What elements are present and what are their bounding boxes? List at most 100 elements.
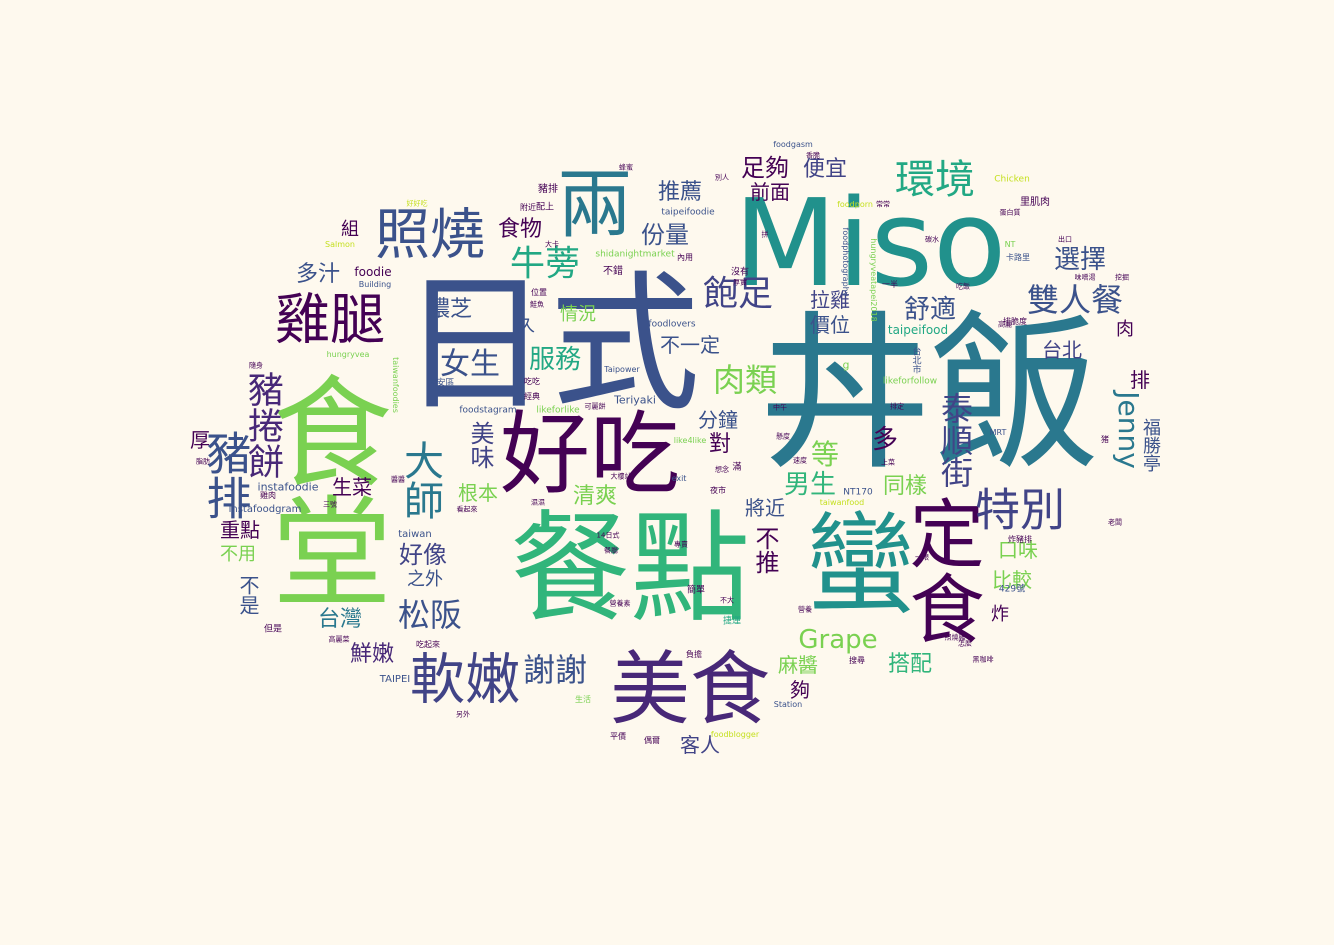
cloud-word: 服務 [528,345,582,375]
cloud-word: taiwan [398,529,432,540]
cloud-word: foodie [354,265,392,279]
cloud-word: 美食 [610,643,770,736]
cloud-word: 飽足 [702,274,774,315]
cloud-word: 美味 [466,421,494,469]
cloud-word: Taipower [604,365,640,374]
cloud-word: 比較 [992,568,1032,592]
cloud-word: 卡路里 [1006,253,1030,262]
cloud-word: 口味 [998,538,1038,562]
cloud-word: 不用 [220,544,256,565]
cloud-word: 將近 [745,496,785,520]
cloud-word: 平價 [610,732,626,741]
cloud-word: Grape [798,625,878,655]
cloud-word: 餐點 [510,500,750,639]
cloud-word: 台灣 [317,607,363,632]
cloud-word: likeforfollow [882,376,938,387]
cloud-word: 生菜 [332,475,372,499]
cloud-word: 別人 [715,173,729,182]
cloud-word: 足夠 [741,154,789,182]
cloud-word: Jenny [1112,391,1145,469]
cloud-word: 但是 [263,624,283,635]
cloud-word: 麻醬 [778,653,818,677]
cloud-word: 食堂 [251,370,390,610]
cloud-word: 雞腿 [274,287,386,352]
cloud-word: 肉 [1116,319,1134,340]
cloud-word: 位置 [531,288,547,297]
cloud-word: 牛蒡 [509,244,581,285]
cloud-word: 猪 [1101,435,1109,444]
cloud-word: 附近 [520,203,536,212]
cloud-word: 沒有 [730,267,750,278]
cloud-word: 蛋白質 [999,208,1021,217]
cloud-word: Building [358,280,392,289]
cloud-word: 推薦 [657,180,703,205]
cloud-word: 好好吃 [406,199,428,208]
cloud-word: likeforlike [536,405,580,416]
cloud-word: shidanightmarket [595,249,675,260]
cloud-word: g [842,358,850,372]
cloud-word: 出口 [1058,235,1072,244]
cloud-word: 排定 [890,402,904,411]
cloud-word: 醬醬 [391,475,405,484]
cloud-word: 吃起來 [416,640,440,649]
cloud-word: 大師 [397,440,443,520]
cloud-word: 多 [871,425,899,455]
cloud-word: 肉類 [712,361,778,399]
cloud-word: 14日式 [596,531,620,540]
cloud-word: 軟嫩 [409,647,521,712]
cloud-word: MRT [989,428,1007,437]
cloud-word: NT170 [843,487,873,498]
cloud-word: 搭配 [887,652,933,677]
cloud-word: 排脆度 [1003,317,1027,326]
cloud-word: 份量 [641,221,689,249]
cloud-word: 不大 [720,596,734,605]
cloud-word: 生活 [575,695,591,704]
cloud-word: 男生 [783,470,837,500]
cloud-word: 照燒 [374,202,486,267]
cloud-word: 拉雞 [810,288,850,312]
cloud-word: 不是 [236,575,260,615]
cloud-word: 特別 [974,483,1066,537]
cloud-word: Salmon [325,240,355,249]
cloud-word: 大安區 [427,378,455,389]
cloud-word: Miso [733,175,1007,314]
cloud-word: 專賣 [674,540,688,549]
cloud-word: 選擇 [1053,245,1107,275]
cloud-word: foodporn [837,200,873,209]
cloud-word: 不推 [751,526,779,574]
cloud-word: 根本 [458,481,498,505]
cloud-word: 豬排 [198,430,252,520]
cloud-word: foodlovers [648,319,696,330]
cloud-word: Station [773,700,803,709]
cloud-word: taiwanfood [819,498,865,507]
cloud-word: 大卡 [545,240,559,249]
cloud-word: 上菜 [881,458,895,467]
cloud-word: 滿 [732,462,742,473]
cloud-word: 另外 [456,710,470,719]
cloud-word: 豬排 [538,184,558,195]
cloud-word: 負擔 [686,650,702,659]
cloud-word: instafoodie [257,480,319,494]
cloud-word: 客人 [680,733,720,757]
cloud-word: 對 [708,432,732,457]
cloud-word: 碳水 [925,235,939,244]
cloud-word: 營養素 [609,599,631,608]
cloud-word: 一半 [882,280,898,289]
cloud-word: 謝謝 [522,651,588,689]
cloud-word: 厚實 [733,278,747,287]
cloud-word: 食物 [497,217,543,242]
cloud-word: 蜂蜜 [619,163,633,172]
cloud-word: 429號 [998,584,1026,595]
cloud-word: 台北 [1042,338,1082,362]
cloud-word: 老闆 [1108,518,1122,527]
cloud-word: 價位 [810,313,850,337]
cloud-word: 松阪 [397,596,463,634]
cloud-word: 台北市 [910,346,921,374]
cloud-word: 里肌肉 [1020,197,1050,208]
cloud-word: 同樣 [882,474,928,499]
cloud-word: 環境 [895,157,975,203]
cloud-word: 不錯 [603,266,623,277]
cloud-word: 多汁 [295,262,341,287]
cloud-word: 泰順街 [936,392,974,488]
cloud-word: 常常 [876,200,890,209]
